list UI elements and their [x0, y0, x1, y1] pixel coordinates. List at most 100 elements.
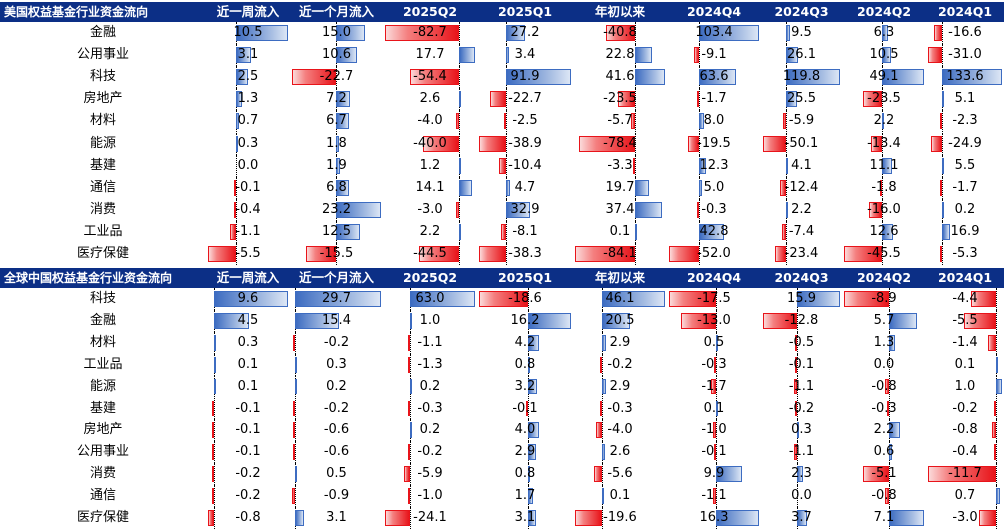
zero-line: [506, 132, 507, 155]
data-label: -0.2: [323, 400, 350, 416]
data-label: 5.1: [954, 91, 976, 107]
value-cell: -1.0: [383, 485, 477, 507]
data-bar: [715, 466, 742, 483]
zero-line: [996, 463, 997, 486]
data-label: -24.1: [413, 510, 447, 525]
data-label: -5.1: [871, 466, 897, 482]
data-label: -1.4: [952, 334, 978, 350]
value-cell: -0.3: [842, 397, 926, 420]
value-cell: -0.3: [383, 397, 477, 420]
value-cell: 32.9: [477, 198, 573, 221]
data-label: 29.7: [322, 291, 351, 306]
value-cell: 3.4: [477, 44, 573, 67]
value-cell: 9.5: [761, 22, 842, 45]
zero-line: [889, 463, 890, 486]
value-cell: -5.5: [926, 309, 1004, 332]
value-cell: 2.2: [842, 419, 926, 442]
value-cell: -23.5: [842, 88, 926, 111]
value-cell: -24.9: [926, 132, 1004, 155]
data-label: -0.6: [323, 422, 350, 438]
data-bar: [336, 223, 361, 240]
data-bar: [214, 378, 217, 395]
value-cell: -1.7: [926, 176, 1004, 199]
data-bar: [601, 334, 606, 351]
zero-line: [786, 220, 787, 243]
zero-line: [889, 397, 890, 420]
zero-line: [942, 243, 943, 266]
column-header-2024Q1: 2024Q1: [937, 4, 993, 19]
data-label: -8.1: [512, 223, 538, 239]
value-cell: 63.0: [383, 288, 477, 310]
data-bar: [882, 25, 888, 42]
data-label: 0.7: [954, 488, 976, 504]
data-label: 0.0: [791, 488, 812, 504]
zero-line: [716, 441, 717, 464]
value-cell: 2.6: [383, 88, 477, 111]
value-cell: 3.7: [761, 507, 842, 529]
value-cell: -84.1: [573, 243, 667, 266]
zero-line: [410, 441, 411, 464]
value-cell: -3.0: [383, 198, 477, 221]
value-cell: 46.1: [573, 288, 667, 310]
data-label: 119.8: [782, 69, 821, 85]
value-cell: 2.9: [477, 441, 573, 464]
zero-line: [635, 22, 636, 45]
data-label: 32.9: [510, 201, 540, 217]
zero-line: [786, 176, 787, 199]
zero-line: [506, 110, 507, 133]
zero-line: [797, 397, 798, 420]
value-cell: 1.8: [290, 132, 383, 155]
value-cell: -0.2: [761, 397, 842, 420]
value-cell: -0.2: [290, 331, 383, 354]
value-cell: 37.4: [573, 198, 667, 221]
data-bar: [863, 466, 889, 483]
data-label: 26.1: [787, 47, 816, 63]
data-bar: [884, 378, 889, 395]
table-row: 材料 0.7 6.7 -4.0 -2.5 -5.7 8.0 -5.9 2.2 -2.3: [0, 110, 1004, 133]
value-cell: -0.9: [290, 485, 383, 507]
data-label: -52.0: [697, 246, 731, 261]
data-bar: [783, 113, 786, 130]
data-bar: [693, 47, 700, 64]
value-cell: 4.2: [477, 331, 573, 354]
data-bar: [235, 91, 242, 108]
data-bar: [601, 444, 606, 461]
value-cell: 29.7: [290, 288, 383, 310]
data-bar: [699, 157, 707, 174]
data-bar: [868, 201, 883, 218]
data-label: 25.5: [787, 91, 816, 107]
data-bar: [711, 378, 716, 395]
data-label: -31.0: [948, 47, 982, 63]
data-label: 63.0: [415, 291, 445, 306]
value-cell: 15.4: [290, 309, 383, 332]
value-cell: -0.4: [206, 198, 290, 221]
zero-line: [295, 441, 296, 464]
data-label: 15.4: [322, 312, 351, 328]
data-label: -0.1: [701, 444, 727, 460]
value-cell: -40.0: [383, 132, 477, 155]
data-label: -19.5: [697, 135, 731, 151]
sector-label: 基建: [89, 400, 116, 416]
data-label: -0.1: [235, 422, 261, 438]
data-bar: [712, 488, 716, 504]
data-bar: [528, 444, 536, 461]
zero-line: [882, 243, 883, 266]
sector-label: 房地产: [83, 91, 123, 107]
data-label: 23.2: [322, 201, 351, 217]
value-cell: 2.5: [206, 66, 290, 89]
data-label: -3.0: [417, 201, 443, 217]
sector-label: 金融: [89, 25, 116, 40]
data-label: -5.9: [788, 113, 815, 129]
value-cell: 5.5: [926, 154, 1004, 177]
data-bar: [212, 466, 215, 483]
data-label: 3.7: [791, 510, 812, 525]
value-cell: 0.1: [206, 375, 290, 398]
data-label: 9.5: [791, 25, 812, 40]
data-bar: [888, 422, 900, 439]
data-label: -0.8: [871, 378, 897, 394]
data-bar: [459, 47, 475, 64]
data-bar: [292, 334, 295, 351]
data-bar: [941, 157, 945, 174]
data-label: 1.0: [419, 312, 441, 328]
sector-label: 能源: [89, 378, 116, 394]
